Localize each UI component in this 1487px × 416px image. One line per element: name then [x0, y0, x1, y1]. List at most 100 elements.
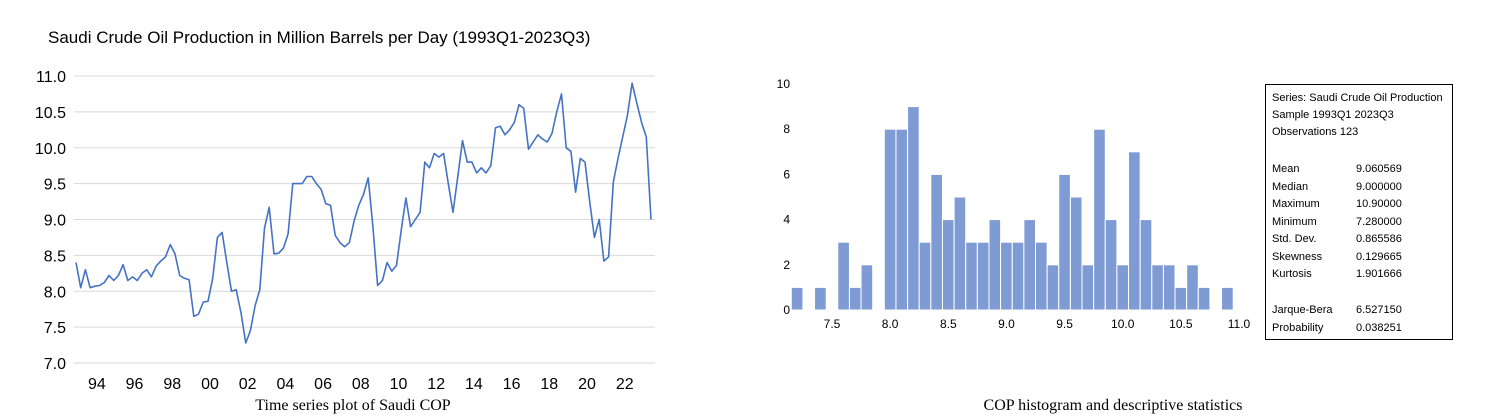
stats-value: 1.901666 [1356, 268, 1402, 280]
stats-row-jarque-bera: Jarque-Bera 6.527150 [1272, 303, 1402, 317]
histogram-bar [1058, 173, 1071, 311]
stats-label: Minimum [1272, 215, 1317, 228]
histogram-y-axis: 0 2 4 6 8 10 [777, 77, 791, 317]
histogram-bar [1128, 151, 1141, 311]
histogram-bar [1162, 264, 1176, 311]
x-tick-label: 12 [427, 376, 445, 393]
histogram-bar [1023, 219, 1036, 311]
y-tick-label: 7.5 [44, 320, 66, 337]
y-tick-label: 8.5 [44, 248, 66, 265]
stats-label: Maximum [1272, 198, 1320, 210]
stats-label: Mean [1272, 163, 1300, 175]
histogram-bar [837, 241, 850, 311]
stats-value: 7.280000 [1356, 215, 1402, 228]
time-series-chart: Saudi Crude Oil Production in Million Ba… [35, 28, 655, 414]
histogram-y-tick-label: 10 [777, 77, 791, 91]
histogram-bar [1116, 264, 1130, 311]
histogram-bar [1151, 264, 1164, 311]
x-tick-label: 20 [578, 376, 596, 393]
histogram-bar [1174, 286, 1188, 311]
stats-value: 0.129665 [1356, 250, 1402, 263]
stats-value: 0.865586 [1356, 233, 1402, 245]
histogram-bars [790, 106, 1234, 311]
histogram-x-tick-label: 8.5 [940, 317, 957, 331]
histogram-bar [1139, 219, 1153, 311]
histogram-bar [790, 286, 804, 311]
stats-label: Probability [1272, 321, 1324, 334]
histogram-x-tick-label: 9.0 [998, 317, 1015, 331]
histogram-bar [1186, 264, 1199, 311]
histogram-chart: 0 2 4 6 8 10 7.5 8.0 8.5 9.0 9.5 10.0 10.5 11.0 COP … [777, 77, 1251, 414]
histogram-bar [1000, 241, 1013, 311]
histogram-y-tick-label: 6 [783, 167, 790, 181]
histogram-bar [941, 219, 955, 311]
time-series-y-axis: 7.0 7.5 8.0 8.5 9.0 9.5 10.0 10.5 11.0 [35, 69, 66, 373]
stats-label: Skewness [1272, 250, 1323, 263]
stats-observations-label: Observations 123 [1272, 126, 1359, 138]
time-series-title: Saudi Crude Oil Production in Million Ba… [48, 28, 590, 47]
stats-value: 9.060569 [1356, 163, 1402, 175]
x-tick-label: 14 [465, 376, 483, 393]
time-series-caption: Time series plot of Saudi COP [255, 397, 451, 414]
histogram-y-tick-label: 2 [783, 258, 790, 272]
histogram-y-tick-label: 0 [783, 303, 790, 317]
histogram-x-tick-label: 11.0 [1228, 317, 1251, 331]
histogram-bar [953, 196, 967, 311]
histogram-bar [814, 286, 827, 311]
y-tick-label: 9.5 [44, 177, 66, 194]
histogram-caption: COP histogram and descriptive statistics [984, 397, 1243, 414]
time-series-gridlines [74, 75, 655, 364]
stats-row-mean: Mean 9.060569 [1272, 162, 1402, 176]
descriptive-statistics-box: Series: Saudi Crude Oil Production Sampl… [1265, 84, 1453, 340]
histogram-bar [965, 241, 978, 311]
x-tick-label: 00 [201, 376, 219, 393]
stats-row-maximum: Maximum 10.90000 [1272, 197, 1402, 211]
stats-label: Median [1272, 180, 1309, 193]
stats-value: 6.527150 [1356, 304, 1402, 316]
histogram-x-tick-label: 9.5 [1056, 317, 1073, 331]
y-tick-label: 7.0 [44, 356, 66, 373]
histogram-bar [1197, 286, 1211, 311]
x-tick-label: 18 [540, 376, 558, 393]
stats-row-std-dev: Std. Dev. 0.865586 [1272, 232, 1402, 246]
histogram-y-tick-label: 8 [783, 122, 790, 136]
x-tick-label: 22 [616, 376, 634, 393]
histogram-bar [1069, 196, 1083, 311]
histogram-bar [1104, 219, 1118, 311]
x-tick-label: 02 [239, 376, 257, 393]
x-tick-label: 10 [390, 376, 408, 393]
histogram-bar [883, 128, 897, 311]
x-tick-label: 06 [314, 376, 332, 393]
histogram-bar [1011, 241, 1025, 311]
histogram-bar [930, 173, 943, 311]
y-tick-label: 10.0 [35, 141, 66, 158]
x-tick-label: 16 [503, 376, 521, 393]
histogram-bar [988, 219, 1002, 311]
y-tick-label: 11.0 [36, 69, 66, 86]
histogram-bar [848, 286, 862, 311]
histogram-bar [1046, 264, 1060, 311]
stats-value: 10.90000 [1356, 198, 1402, 210]
histogram-y-tick-label: 4 [783, 213, 790, 227]
histogram-x-axis: 7.5 8.0 8.5 9.0 9.5 10.0 10.5 11.0 [824, 317, 1251, 331]
stats-label: Kurtosis [1272, 268, 1312, 280]
x-tick-label: 98 [163, 376, 181, 393]
histogram-bar [976, 241, 990, 311]
stats-sample-label: Sample 1993Q1 2023Q3 [1272, 109, 1394, 121]
stats-row-probability: Probability 0.038251 [1272, 321, 1402, 335]
histogram-x-tick-label: 10.5 [1169, 317, 1193, 331]
stats-label: Jarque-Bera [1272, 304, 1333, 316]
histogram-bar [1093, 128, 1106, 311]
time-series-x-axis: 94 96 98 00 02 04 06 08 10 12 14 16 18 20 22 [88, 376, 634, 393]
stats-series-label: Series: Saudi Crude Oil Production [1272, 92, 1443, 104]
stats-row-minimum: Minimum 7.280000 [1272, 215, 1402, 229]
stats-value: 9.000000 [1356, 180, 1402, 193]
y-tick-label: 8.0 [44, 284, 66, 301]
x-tick-label: 94 [88, 376, 106, 393]
histogram-bar [860, 264, 874, 311]
y-tick-label: 9.0 [44, 213, 66, 230]
x-tick-label: 96 [126, 376, 144, 393]
stats-row-skewness: Skewness 0.129665 [1272, 250, 1402, 264]
stats-row-kurtosis: Kurtosis 1.901666 [1272, 267, 1402, 281]
